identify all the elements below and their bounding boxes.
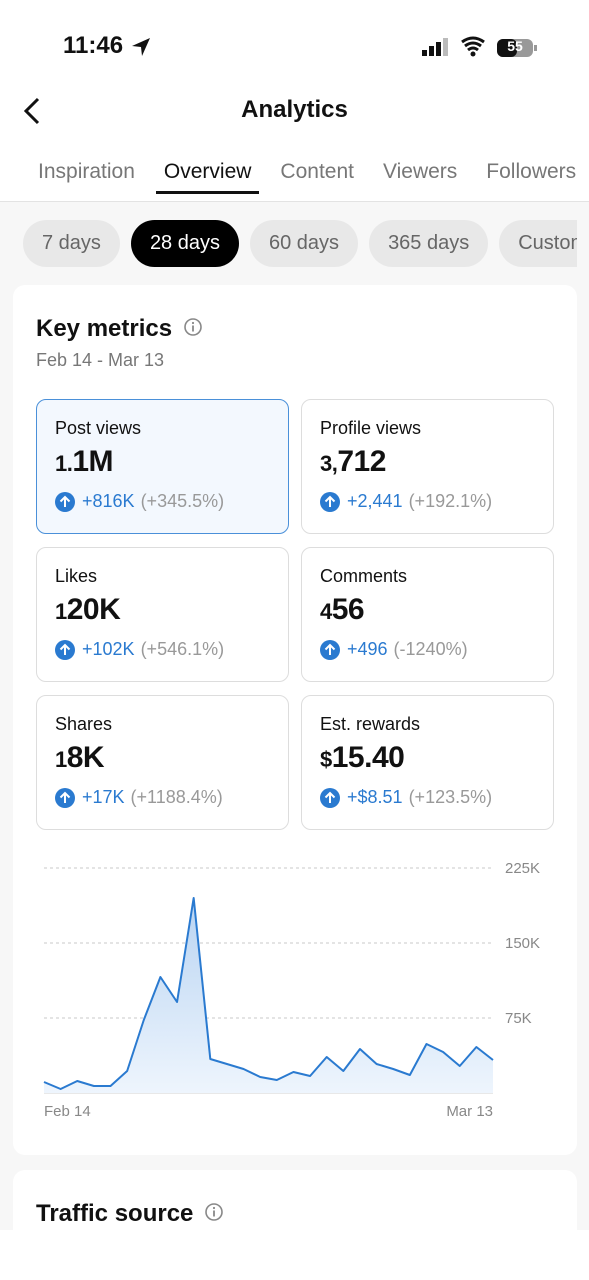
change-percent: (+1188.4%) xyxy=(130,787,223,807)
metric-card[interactable]: Profile views 3,712 +2,441 (+192.1%) xyxy=(301,399,554,534)
range-chip[interactable]: 28 days xyxy=(130,220,239,267)
change-value: +2,441 xyxy=(347,491,403,511)
metric-change: +816K (+345.5%) xyxy=(55,491,270,512)
metric-grid: Post views 1.1M +816K (+345.5%) Profile view… xyxy=(36,399,554,830)
metric-change: +$8.51 (+123.5%) xyxy=(320,787,535,808)
change-value: +816K xyxy=(82,491,135,511)
y-tick-label: 225K xyxy=(505,860,540,877)
metric-change: +102K (+546.1%) xyxy=(55,639,270,660)
metric-value: 1.1M xyxy=(55,445,114,478)
bottom-area xyxy=(0,1230,589,1280)
back-button[interactable] xyxy=(20,96,46,126)
change-percent: (+546.1%) xyxy=(140,639,225,659)
metric-label: Shares xyxy=(55,714,113,734)
tab[interactable]: Overview xyxy=(155,160,259,194)
metric-change: +17K (+1188.4%) xyxy=(55,787,270,808)
y-tick-label: 75K xyxy=(505,1010,532,1027)
metric-card[interactable]: Comments 456 +496 (-1240%) xyxy=(301,547,554,682)
metric-value: 18K xyxy=(55,741,105,774)
info-icon[interactable] xyxy=(183,317,203,337)
area-fill xyxy=(44,898,493,1093)
metric-card[interactable]: Est. rewards $15.40 +$8.51 (+123.5%) xyxy=(301,695,554,830)
up-icon xyxy=(320,787,340,808)
x-tick-label: Mar 13 xyxy=(446,1103,493,1120)
x-tick-label: Feb 14 xyxy=(44,1103,91,1120)
tab[interactable]: Followers xyxy=(486,160,577,183)
metric-label: Profile views xyxy=(320,418,422,438)
key-metrics-title: Key metrics xyxy=(36,315,173,342)
range-chip[interactable]: 60 days xyxy=(250,220,359,267)
change-value: +102K xyxy=(82,639,135,659)
metric-label: Likes xyxy=(55,566,98,586)
section-title: Traffic source xyxy=(36,1200,224,1228)
line xyxy=(43,897,494,1090)
status-icons xyxy=(422,36,537,57)
location-icon xyxy=(132,38,150,56)
change-percent: (+123.5%) xyxy=(408,787,493,807)
metric-card[interactable]: Likes 120K +102K (+546.1%) xyxy=(36,547,289,682)
change-percent: (-1240%) xyxy=(393,639,468,659)
traffic-title: Traffic source xyxy=(36,1200,194,1227)
metric-value: 3,712 xyxy=(320,445,386,478)
range-chip[interactable]: 365 days xyxy=(369,220,489,267)
tab-bar: Inspiration Overview Content Viewers Followe… xyxy=(38,160,589,202)
change-value: +17K xyxy=(82,787,125,807)
up-icon xyxy=(55,787,75,808)
y-tick-label: 150K xyxy=(505,935,540,952)
section-title: Key metrics xyxy=(36,315,203,343)
tab[interactable]: Viewers xyxy=(382,160,458,183)
chart: 75K 150K 225K Feb 14 Mar 13 xyxy=(43,860,540,1120)
info-icon[interactable] xyxy=(204,1202,224,1222)
metric-label: Post views xyxy=(55,418,142,438)
change-percent: (+192.1%) xyxy=(408,491,493,511)
metric-label: Comments xyxy=(320,566,408,586)
up-icon xyxy=(320,491,340,512)
metric-card[interactable]: Shares 18K +17K (+1188.4%) xyxy=(36,695,289,830)
change-value: +$8.51 xyxy=(347,787,403,807)
metric-value: 120K xyxy=(55,593,121,626)
up-icon xyxy=(55,491,75,512)
battery-level: 55 xyxy=(507,38,523,54)
top-bar xyxy=(0,90,589,202)
date-range: Feb 14 - Mar 13 xyxy=(36,350,165,370)
metric-change: +496 (-1240%) xyxy=(320,639,535,660)
metric-change: +2,441 (+192.1%) xyxy=(320,491,535,512)
status-time: 11:46 xyxy=(63,32,124,59)
tab[interactable]: Content xyxy=(280,160,354,183)
change-percent: (+345.5%) xyxy=(140,491,225,511)
up-icon xyxy=(55,639,75,660)
change-value: +496 xyxy=(347,639,388,659)
up-icon xyxy=(320,639,340,660)
metric-value: 456 xyxy=(320,593,365,626)
page-title: Analytics xyxy=(241,96,348,123)
status-bar xyxy=(0,0,589,90)
tab[interactable]: Inspiration xyxy=(38,160,135,183)
metric-value: $15.40 xyxy=(320,741,405,774)
metric-card[interactable]: Post views 1.1M +816K (+345.5%) xyxy=(36,399,289,534)
range-chip[interactable]: 7 days xyxy=(23,220,120,267)
metric-label: Est. rewards xyxy=(320,714,421,734)
range-chip[interactable]: Custom xyxy=(499,220,577,267)
